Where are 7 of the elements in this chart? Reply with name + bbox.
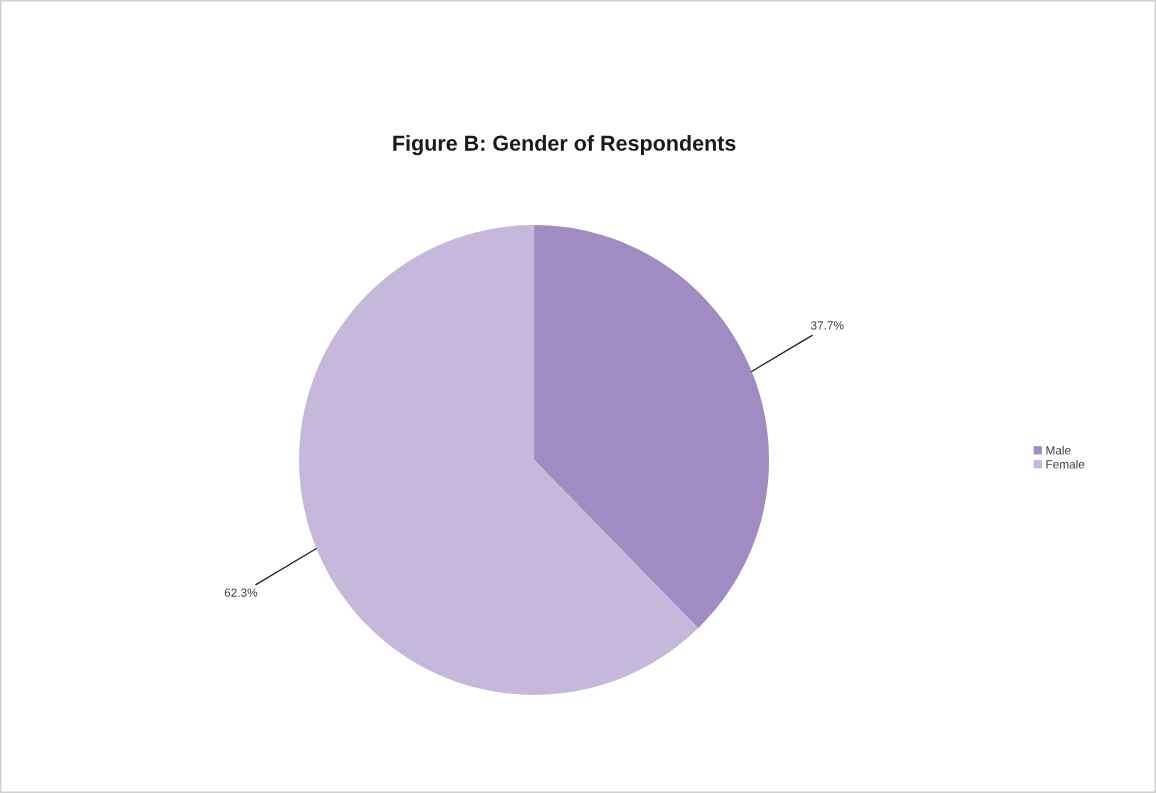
legend-label: Male — [1046, 445, 1071, 455]
chart-title: Figure B: Gender of Respondents — [393, 135, 736, 156]
data-label: 37.7% — [810, 321, 844, 330]
pie-slice — [299, 224, 699, 695]
data-label: 62.3% — [224, 588, 258, 597]
pie-slice — [534, 224, 770, 629]
legend-label: Female — [1046, 459, 1085, 469]
